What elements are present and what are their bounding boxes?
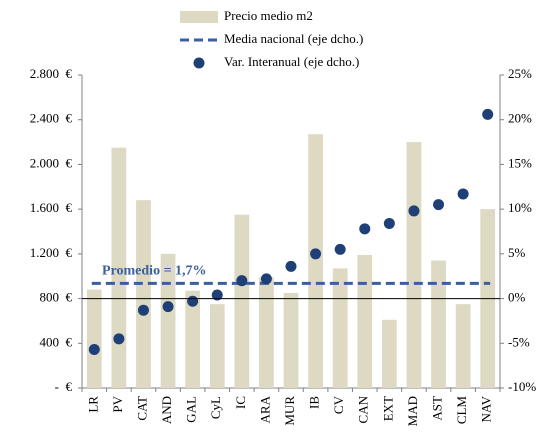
bar xyxy=(86,289,102,388)
dot xyxy=(433,199,445,211)
y2-tick-label: 10% xyxy=(508,200,532,215)
x-tick-label: ARA xyxy=(257,395,272,423)
bar xyxy=(332,268,348,388)
dot xyxy=(285,260,297,272)
dot xyxy=(187,295,199,307)
dot xyxy=(162,301,174,313)
bar xyxy=(283,292,299,388)
dot xyxy=(211,289,223,301)
y-tick-label: 1.600 € xyxy=(30,200,73,215)
x-tick-label: IB xyxy=(307,396,322,409)
bar xyxy=(160,253,176,388)
dot xyxy=(408,205,420,217)
x-tick-label: PV xyxy=(110,395,125,412)
bar xyxy=(111,147,127,388)
dot xyxy=(88,344,100,356)
dot xyxy=(260,273,272,285)
y2-tick-label: -10% xyxy=(508,379,536,394)
bar xyxy=(234,214,250,388)
dot xyxy=(359,223,371,235)
legend-swatch xyxy=(193,57,205,69)
x-tick-label: EXT xyxy=(380,396,395,421)
bar xyxy=(406,142,422,388)
y2-tick-label: 25% xyxy=(508,66,532,81)
bar xyxy=(308,134,323,388)
y2-tick-label: -5% xyxy=(508,334,530,349)
y2-tick-label: 0% xyxy=(508,290,526,305)
x-tick-label: CyL xyxy=(208,396,223,419)
bar xyxy=(136,200,151,388)
dot xyxy=(482,108,494,120)
x-tick-label: IC xyxy=(233,396,248,409)
x-tick-label: CAN xyxy=(356,395,371,423)
x-tick-label: AST xyxy=(430,396,445,421)
dot xyxy=(310,248,322,260)
bar xyxy=(209,304,225,388)
legend-label: Var. Interanual (eje dcho.) xyxy=(224,54,359,69)
y-tick-label: 800 € xyxy=(40,290,73,305)
bar xyxy=(455,304,471,388)
legend-label: Media nacional (eje dcho.) xyxy=(224,31,363,46)
dot xyxy=(113,333,125,345)
bar xyxy=(381,319,397,388)
x-tick-label: CV xyxy=(331,395,346,414)
bar xyxy=(259,277,274,388)
dot xyxy=(236,275,248,287)
x-tick-label: LR xyxy=(85,396,100,413)
dot xyxy=(383,217,395,229)
legend-label: Precio medio m2 xyxy=(224,8,313,23)
y2-tick-label: 20% xyxy=(508,111,532,126)
y2-tick-label: 5% xyxy=(508,245,526,260)
y2-tick-label: 15% xyxy=(508,155,532,170)
dot xyxy=(334,243,346,255)
dot xyxy=(137,304,149,316)
y-tick-label: 400 € xyxy=(40,334,73,349)
x-tick-label: CAT xyxy=(134,396,149,421)
y-tick-label: 2.400 € xyxy=(30,111,73,126)
bar xyxy=(357,254,373,388)
x-tick-label: MAD xyxy=(405,396,420,426)
x-tick-label: MUR xyxy=(282,396,297,426)
legend-swatch xyxy=(180,11,218,23)
y-tick-label: - € xyxy=(55,379,73,394)
x-tick-label: GAL xyxy=(184,396,199,423)
y-tick-label: 2.000 € xyxy=(30,155,73,170)
y-tick-label: 1.200 € xyxy=(30,245,73,260)
dot xyxy=(457,188,469,200)
x-tick-label: NAV xyxy=(479,395,494,422)
annotation: Promedio = 1,7% xyxy=(102,264,207,279)
y-tick-label: 2.800 € xyxy=(30,66,73,81)
x-tick-label: AND xyxy=(159,396,174,424)
x-tick-label: CLM xyxy=(454,396,469,425)
bar xyxy=(431,260,446,388)
bar xyxy=(185,290,201,388)
